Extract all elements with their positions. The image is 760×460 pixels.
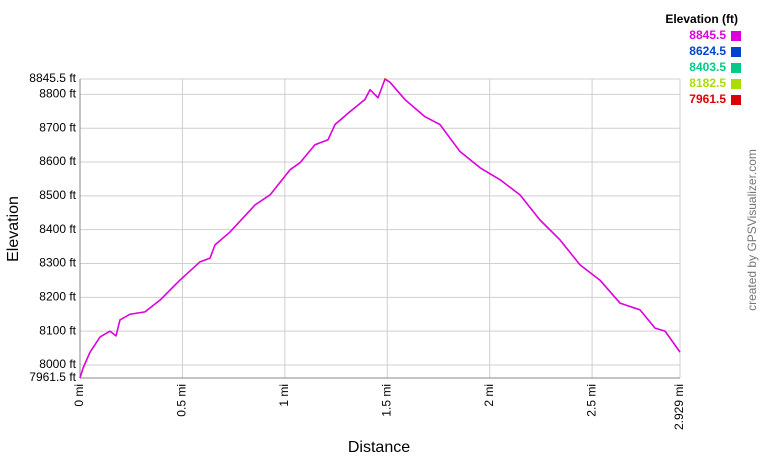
x-tick-label: 2.929 mi — [672, 384, 686, 430]
y-tick-label: 8600 ft — [39, 154, 76, 168]
legend-title: Elevation (ft) — [665, 12, 738, 26]
legend-swatch — [731, 95, 741, 105]
y-tick-label: 8000 ft — [39, 357, 76, 371]
y-tick-label: 8100 ft — [39, 323, 76, 337]
legend-label: 8403.5 — [689, 60, 726, 74]
y-tick-label: 8700 ft — [39, 120, 76, 134]
y-tick-label: 8300 ft — [39, 256, 76, 270]
legend-swatch — [731, 31, 741, 41]
legend-swatch — [731, 47, 741, 57]
x-tick-label: 1 mi — [277, 384, 291, 407]
legend-label: 8845.5 — [689, 28, 726, 42]
x-tick-label: 2 mi — [482, 384, 496, 407]
elevation-line — [79, 78, 681, 379]
credit: created by GPSVisualizer.com — [745, 149, 759, 311]
x-tick-label: 0.5 mi — [175, 384, 189, 417]
legend-swatch — [731, 79, 741, 89]
y-axis-label: Elevation — [5, 196, 22, 262]
y-tick-label: 8800 ft — [39, 87, 76, 101]
y-tick-label: 7961.5 ft — [29, 370, 76, 384]
y-tick-label: 8400 ft — [39, 222, 76, 236]
legend-label: 8182.5 — [689, 76, 726, 90]
x-tick-label: 0 mi — [72, 384, 86, 407]
x-tick-label: 2.5 mi — [584, 384, 598, 417]
y-tick-label: 8500 ft — [39, 188, 76, 202]
legend-label: 7961.5 — [689, 92, 726, 106]
y-tick-label: 8845.5 ft — [29, 71, 76, 85]
x-tick-label: 1.5 mi — [379, 384, 393, 417]
legend-swatch — [731, 63, 741, 73]
legend-label: 8624.5 — [689, 44, 726, 58]
x-axis-label: Distance — [348, 439, 410, 456]
y-tick-label: 8200 ft — [39, 290, 76, 304]
